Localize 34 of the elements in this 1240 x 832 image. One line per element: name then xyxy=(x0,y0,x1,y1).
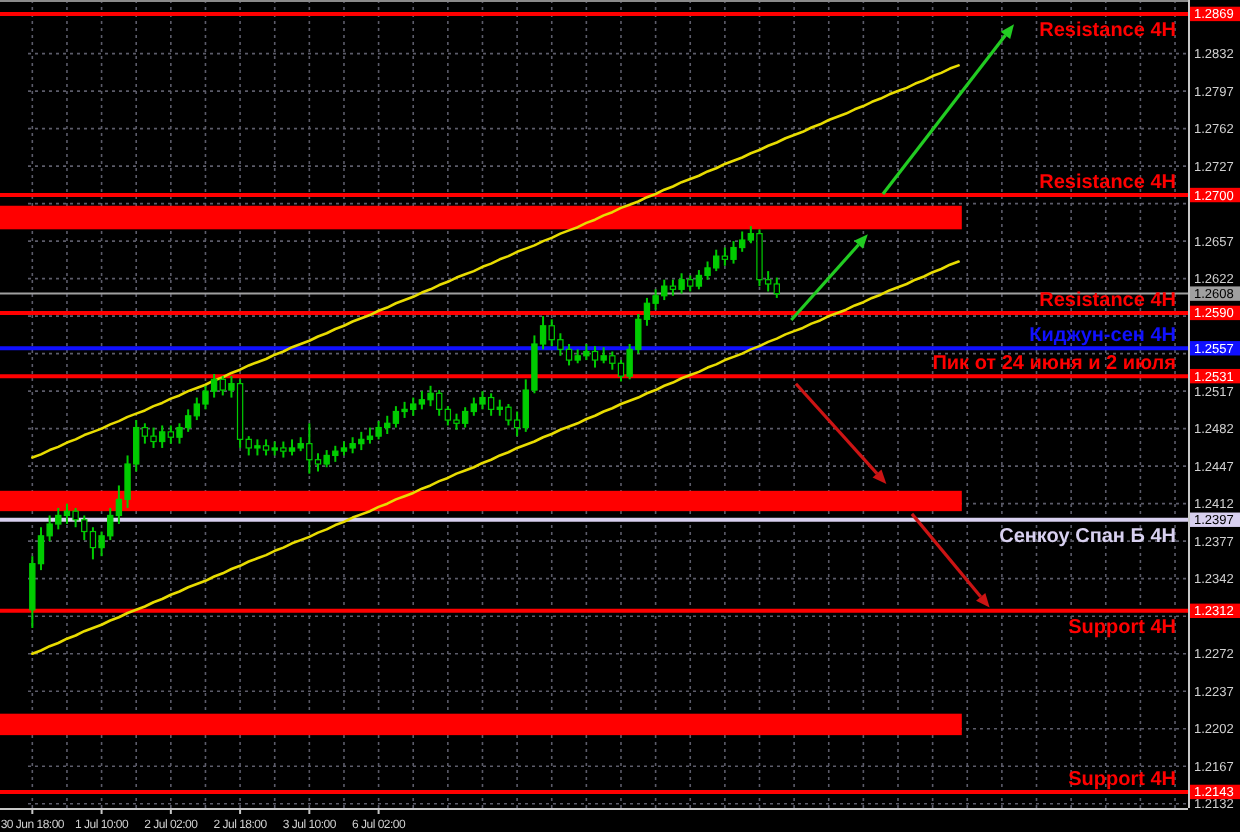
candlestick xyxy=(704,260,711,281)
candlestick xyxy=(202,384,209,411)
ref-line-label: Сенкоу Спан Б 4H xyxy=(999,525,1176,548)
candlestick xyxy=(721,246,729,267)
ref-line-label: Resistance 4H xyxy=(1039,172,1176,195)
candlestick xyxy=(158,424,166,449)
candlestick xyxy=(176,422,183,445)
candlestick xyxy=(392,405,400,429)
ref-line-label: Пик от 24 июня и 2 июля xyxy=(932,353,1177,376)
candlestick xyxy=(695,269,703,291)
ref-line-label: Киджун-сен 4H xyxy=(1029,325,1176,348)
candlestick xyxy=(479,390,486,411)
ref-line-label: Resistance 4H xyxy=(1039,19,1176,42)
candlestick xyxy=(738,230,746,253)
candlestick xyxy=(89,526,97,561)
candlestick xyxy=(210,372,218,399)
candlestick xyxy=(184,408,192,433)
candlestick xyxy=(461,406,469,429)
candlestick xyxy=(756,228,763,288)
candlestick xyxy=(470,396,478,417)
candlestick xyxy=(418,390,426,411)
candlestick xyxy=(487,392,495,417)
candlestick xyxy=(730,240,737,265)
ref-line-label: Support 4H xyxy=(1068,616,1176,639)
candlestick xyxy=(773,276,780,299)
candlestick xyxy=(167,424,175,445)
candlestick xyxy=(150,426,157,449)
ref-line-label: Resistance 4H xyxy=(1039,289,1176,312)
candlestick xyxy=(505,403,512,427)
candlestick xyxy=(591,345,599,369)
candlestick xyxy=(565,342,573,367)
candlestick xyxy=(427,384,434,408)
candlestick xyxy=(678,272,685,295)
ref-line-label: Support 4H xyxy=(1068,768,1176,791)
